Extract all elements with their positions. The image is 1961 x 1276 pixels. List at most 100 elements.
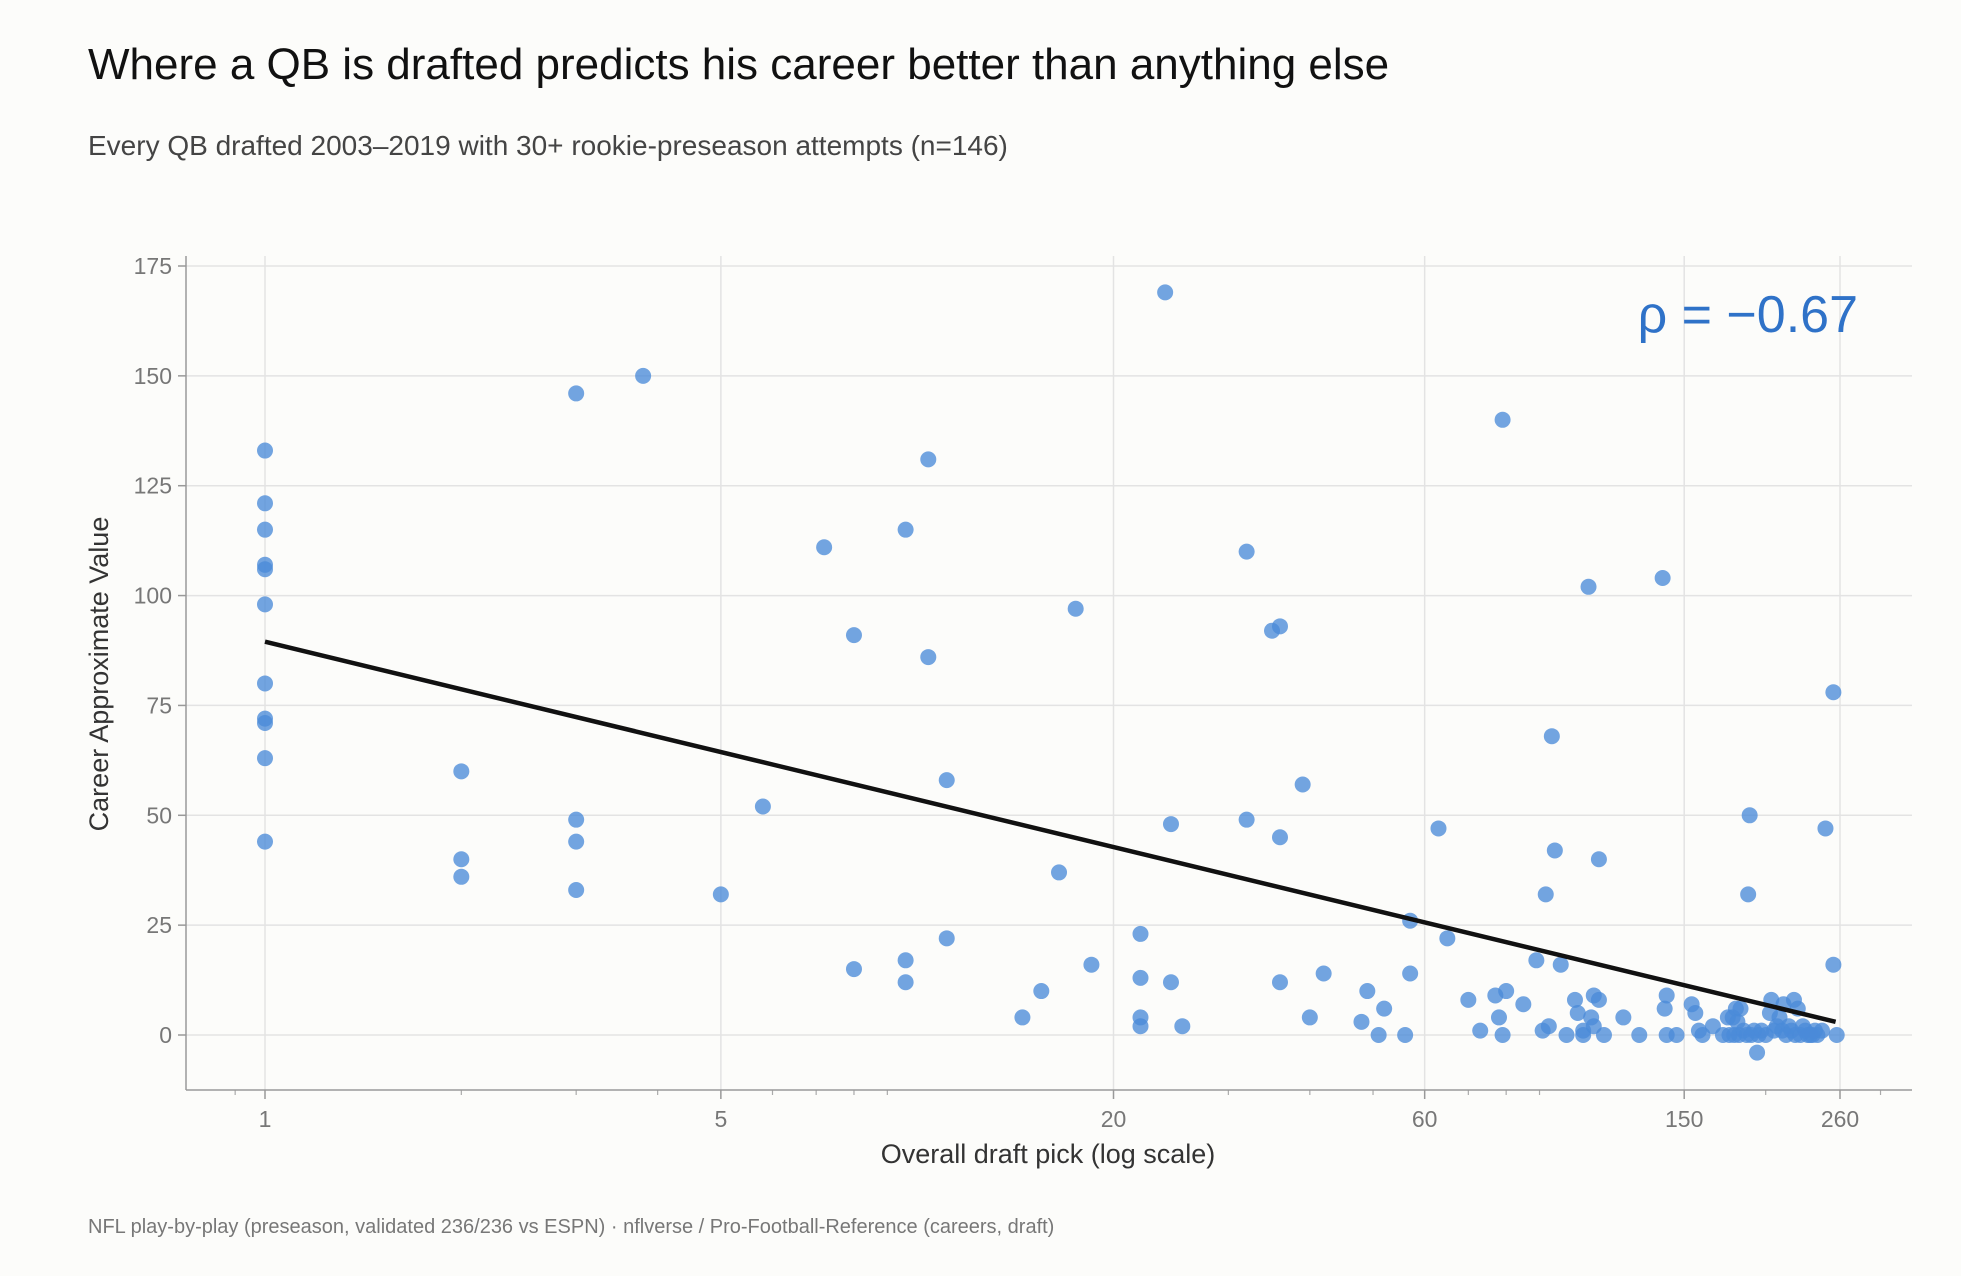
data-point (1238, 543, 1255, 560)
data-point (1569, 1005, 1586, 1022)
data-point (1472, 1022, 1489, 1039)
data-point (1590, 991, 1607, 1008)
data-point (1537, 886, 1554, 903)
y-tick-label: 150 (134, 363, 172, 389)
data-point (1694, 1027, 1711, 1043)
data-point (635, 367, 652, 384)
data-point (568, 811, 585, 828)
data-point (1370, 1027, 1387, 1043)
data-point (1132, 925, 1149, 942)
data-point (1494, 1027, 1511, 1043)
data-point (1460, 991, 1477, 1008)
data-point (1439, 930, 1456, 947)
data-point (1515, 996, 1532, 1013)
data-point (1687, 1005, 1704, 1022)
x-tick-label: 20 (1101, 1106, 1127, 1132)
data-point (1543, 728, 1560, 745)
data-point (1546, 842, 1563, 859)
data-point (1828, 1027, 1845, 1043)
data-point (1397, 1027, 1414, 1043)
data-point (1558, 1027, 1575, 1043)
data-point (816, 539, 833, 556)
y-tick-label: 75 (146, 692, 172, 718)
data-point (1490, 1009, 1507, 1026)
data-point (1162, 974, 1179, 991)
axes (178, 256, 1912, 1099)
x-axis-title: Overall draft pick (log scale) (881, 1139, 1216, 1169)
axis-labels: 0 25 50 75 100 125 150 175 1 5 20 60 150 260 (134, 253, 1860, 1132)
data-point (257, 495, 273, 512)
data-point (257, 561, 273, 578)
data-point (1740, 886, 1757, 903)
data-point (453, 763, 470, 780)
data-point (1238, 811, 1255, 828)
data-point (1162, 816, 1179, 833)
data-point (938, 772, 955, 789)
data-point (1528, 952, 1545, 969)
data-point (1301, 1009, 1318, 1026)
data-point (1271, 974, 1288, 991)
trend-line-group (264, 639, 1837, 1025)
data-point (1033, 983, 1050, 1000)
chart-title: Where a QB is drafted predicts his caree… (88, 40, 1390, 89)
x-tick-label: 5 (714, 1106, 727, 1132)
data-point (1595, 1027, 1612, 1043)
data-point (1566, 991, 1583, 1008)
data-point (1132, 1018, 1149, 1035)
trend-line (264, 639, 1837, 1025)
y-tick-label: 100 (134, 583, 172, 609)
data-point (1174, 1018, 1191, 1035)
x-tick-label: 150 (1665, 1106, 1703, 1132)
data-point (257, 750, 273, 767)
data-point (453, 851, 470, 868)
data-points (257, 284, 1845, 1061)
data-point (1741, 807, 1758, 824)
data-point (1825, 956, 1842, 973)
data-point (257, 596, 273, 613)
data-point (257, 675, 273, 692)
data-point (845, 627, 862, 644)
data-point (1376, 1000, 1393, 1017)
data-point (1590, 851, 1607, 868)
x-tick-label: 260 (1821, 1106, 1859, 1132)
data-point (897, 952, 914, 969)
data-point (1132, 969, 1149, 986)
data-point (897, 974, 914, 991)
data-point (1580, 578, 1597, 595)
data-point (897, 521, 914, 538)
chart-subtitle: Every QB drafted 2003–2019 with 30+ rook… (88, 130, 1008, 161)
data-point (1656, 1000, 1673, 1017)
y-tick-label: 175 (134, 253, 172, 279)
y-tick-label: 125 (134, 473, 172, 499)
data-point (1353, 1013, 1370, 1030)
data-point (1067, 600, 1084, 617)
y-tick-label: 50 (146, 802, 172, 828)
data-point (1359, 983, 1376, 1000)
data-point (1498, 983, 1515, 1000)
data-point (712, 886, 729, 903)
data-point (1315, 965, 1332, 982)
data-point (257, 715, 273, 732)
data-point (1430, 820, 1447, 837)
data-point (1668, 1027, 1685, 1043)
data-point (257, 833, 273, 850)
data-point (1552, 956, 1569, 973)
data-point (1654, 569, 1671, 586)
data-point (920, 451, 937, 468)
data-point (1825, 684, 1842, 701)
data-point (845, 961, 862, 978)
data-point (1402, 965, 1419, 982)
data-point (1817, 820, 1834, 837)
data-point (1494, 411, 1511, 428)
data-point (257, 521, 273, 538)
data-point (1631, 1027, 1648, 1043)
data-point (1294, 776, 1311, 793)
data-point (1271, 829, 1288, 846)
correlation-annotation: ρ = −0.67 (1638, 286, 1858, 344)
data-point (938, 930, 955, 947)
data-point (1051, 864, 1068, 881)
data-point (568, 881, 585, 898)
data-point (1271, 618, 1288, 635)
data-point (257, 442, 273, 459)
